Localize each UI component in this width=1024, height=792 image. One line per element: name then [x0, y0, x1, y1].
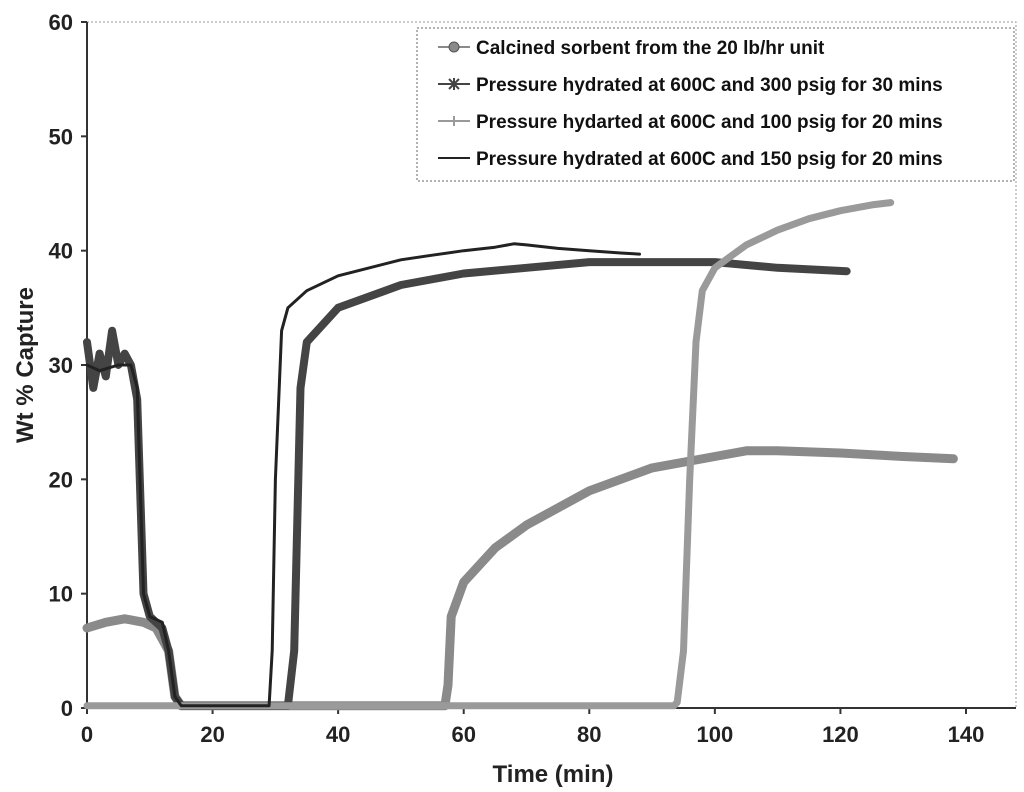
x-axis-title: Time (min) [493, 761, 614, 788]
plot-area [86, 21, 1017, 709]
y-ticks: 0 10 20 30 40 50 60 [49, 10, 87, 721]
x-tick-label: 40 [326, 722, 350, 747]
y-tick-label: 10 [49, 582, 73, 607]
x-tick-label: 140 [948, 722, 985, 747]
legend-item-3: Pressure hydarted at 600C and 100 psig f… [438, 112, 943, 133]
x-tick-label: 20 [200, 722, 224, 747]
series-line-2 [83, 258, 851, 710]
legend-marker-star [448, 78, 460, 90]
x-ticks: 0 20 40 60 80 100 120 140 [81, 708, 984, 747]
y-tick-label: 60 [49, 10, 73, 35]
legend-marker-plus [449, 116, 459, 126]
legend-label: Calcined sorbent from the 20 lb/hr unit [476, 38, 825, 59]
legend-marker-circle [448, 41, 460, 53]
x-tick-label: 120 [822, 722, 859, 747]
legend-item-1: Calcined sorbent from the 20 lb/hr unit [438, 38, 825, 59]
series-line-4 [85, 242, 641, 708]
legend-label: Pressure hydrated at 600C and 300 psig f… [476, 75, 943, 96]
legend-item-2: Pressure hydrated at 600C and 300 psig f… [438, 75, 943, 96]
x-tick-label: 0 [81, 722, 93, 747]
legend-item-4: Pressure hydrated at 600C and 150 psig f… [438, 149, 943, 170]
legend: Calcined sorbent from the 20 lb/hr unit P… [416, 27, 1015, 182]
y-axis-title: Wt % Capture [12, 287, 39, 443]
legend-box [416, 27, 1015, 182]
series-layer [82, 199, 958, 711]
series-line-1 [82, 446, 958, 711]
x-tick-label: 60 [451, 722, 475, 747]
y-tick-label: 50 [49, 124, 73, 149]
legend-label: Pressure hydarted at 600C and 100 psig f… [476, 112, 943, 133]
y-tick-label: 30 [49, 353, 73, 378]
y-tick-label: 20 [49, 467, 73, 492]
legend-label: Pressure hydrated at 600C and 150 psig f… [476, 149, 943, 170]
legend-items: Calcined sorbent from the 20 lb/hr unit P… [438, 38, 943, 170]
x-tick-label: 80 [577, 722, 601, 747]
y-tick-label: 0 [61, 696, 73, 721]
x-tick-label: 100 [696, 722, 733, 747]
y-tick-label: 40 [49, 239, 73, 264]
plot-border [86, 21, 1017, 709]
